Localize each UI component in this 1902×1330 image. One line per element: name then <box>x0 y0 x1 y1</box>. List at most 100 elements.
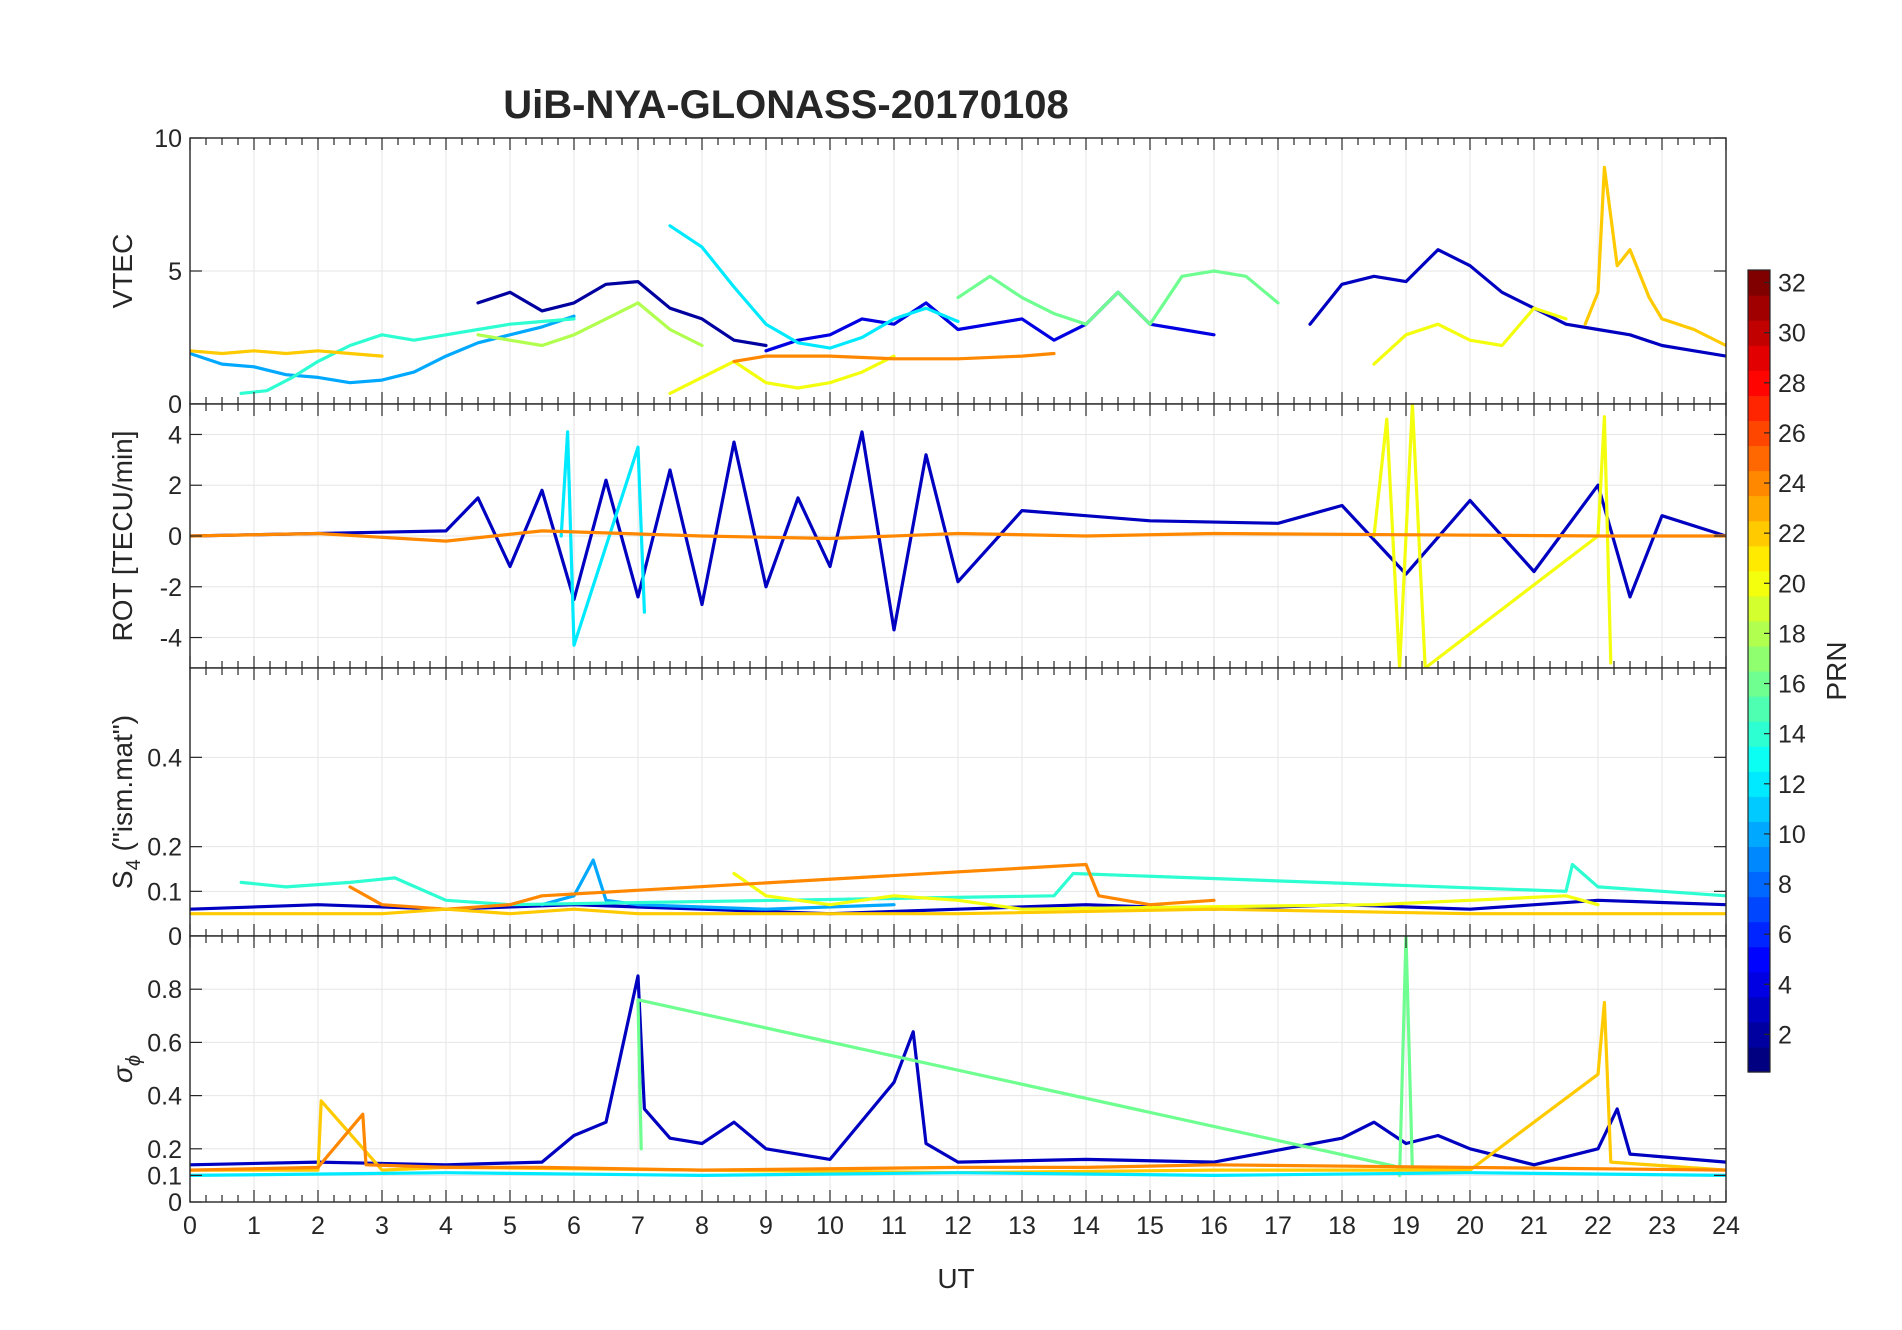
series-line-prn-10 <box>190 314 576 385</box>
colorbar-swatch <box>1748 520 1770 547</box>
colorbar-border <box>1747 269 1771 1073</box>
x-tick-label: 18 <box>1328 1212 1356 1240</box>
y-ticks: 0 0.1 0.2 0.4 <box>147 744 1726 951</box>
panel-vtec: 0 5 10 VTEC <box>107 125 1727 419</box>
colorbar-swatch <box>1748 996 1770 1023</box>
y-tick-label: 10 <box>154 125 182 153</box>
x-tick-label: 6 <box>567 1212 581 1240</box>
x-tick-label: 15 <box>1136 1212 1164 1240</box>
series-line-prn-12 <box>668 224 960 350</box>
x-tick-label: 21 <box>1520 1212 1548 1240</box>
colorbar-swatch <box>1748 846 1770 873</box>
x-tick-labels: 0 1 2 3 4 5 6 7 8 9 10 11 12 13 14 15 16 17 18 19 20 21 22 23 24 <box>183 1212 1740 1240</box>
colorbar-tick-label: 4 <box>1778 971 1792 999</box>
colorbar-tick-label: 26 <box>1778 420 1806 448</box>
panel-rot: -4 -2 0 2 4 ROT [TECU/min] <box>107 403 1727 669</box>
series-line-prn-16 <box>956 269 1280 326</box>
series-line-prn-12 <box>190 1171 1726 1178</box>
colorbar-swatch <box>1748 370 1770 396</box>
y-tick-label: 2 <box>168 472 182 500</box>
y-tick-label: 0.1 <box>147 1162 182 1190</box>
y-tick-label: 0 <box>168 523 182 551</box>
grid <box>189 668 1727 937</box>
series-line-prn-14 <box>239 862 1726 907</box>
colorbar-tick-label: 32 <box>1778 270 1806 298</box>
y-tick-label: 5 <box>168 258 182 286</box>
panel-s4: 0 0.1 0.2 0.4 S4 ("ism.mat") <box>107 667 1727 951</box>
y-axis-label-main: σ <box>107 1065 138 1083</box>
colorbar-swatch <box>1748 320 1770 346</box>
colorbar-swatch <box>1748 721 1770 747</box>
x-tick-label: 14 <box>1072 1212 1100 1240</box>
colorbar-tick-label: 30 <box>1778 320 1806 348</box>
y-tick-label: 0.4 <box>147 1083 182 1111</box>
colorbar-swatch <box>1748 295 1770 321</box>
colorbar-swatch <box>1748 1046 1770 1073</box>
series-line-prn-3 <box>190 430 1726 632</box>
y-ticks: -4 -2 0 2 4 <box>160 421 1726 653</box>
series-group <box>190 858 1726 916</box>
y-tick-label: 0 <box>168 923 182 951</box>
colorbar-swatch <box>1748 545 1770 572</box>
y-tick-label: 0 <box>168 391 182 419</box>
x-tick-label: 24 <box>1712 1212 1740 1240</box>
x-tick-label: 3 <box>375 1212 389 1240</box>
y-axis-label-main: S <box>107 870 138 889</box>
x-ticks <box>189 138 1727 404</box>
colorbar-swatch <box>1748 595 1770 622</box>
series-line-prn-3 <box>1308 248 1726 358</box>
series-line-prn-2 <box>476 280 768 348</box>
y-axis-label: σϕ <box>107 1055 145 1083</box>
colorbar-swatch <box>1748 270 1770 296</box>
y-axis-label-sub: 4 <box>123 859 145 870</box>
colorbar-swatch <box>1748 896 1770 923</box>
y-tick-label: 0.4 <box>147 744 182 772</box>
series-group <box>190 404 1726 668</box>
colorbar-swatch <box>1748 796 1770 822</box>
series-line-prn-22 <box>190 349 384 358</box>
colorbar-tick-label: 24 <box>1778 470 1806 498</box>
colorbar-swatch <box>1748 645 1770 672</box>
y-ticks: 0 5 10 <box>154 125 1726 419</box>
x-ticks <box>189 404 1727 668</box>
series-line-prn-20 <box>732 871 1600 911</box>
colorbar-tick-label: 8 <box>1778 871 1792 899</box>
x-tick-label: 2 <box>311 1212 325 1240</box>
colorbar-swatch <box>1748 971 1770 998</box>
x-tick-label: 1 <box>247 1212 261 1240</box>
x-tick-label: 20 <box>1456 1212 1484 1240</box>
colorbar-label: PRN <box>1821 641 1852 700</box>
colorbar-tick-label: 18 <box>1778 620 1806 648</box>
colorbar-swatch <box>1748 620 1770 647</box>
series-line-prn-20 <box>1372 306 1568 366</box>
series-line-prn-24 <box>190 1112 1726 1172</box>
x-tick-label: 12 <box>944 1212 972 1240</box>
x-tick-label: 8 <box>695 1212 709 1240</box>
colorbar-tick-label: 12 <box>1778 771 1806 799</box>
y-tick-label: 0.2 <box>147 1136 182 1164</box>
series-group <box>190 936 1726 1178</box>
y-tick-label: 0.1 <box>147 878 182 906</box>
y-tick-label: 0.6 <box>147 1029 182 1057</box>
colorbar-swatch <box>1748 946 1770 973</box>
colorbar-tick-label: 28 <box>1778 370 1806 398</box>
colorbar-swatch <box>1748 1021 1770 1048</box>
colorbar-tick-label: 2 <box>1778 1021 1792 1049</box>
colorbar-swatch <box>1748 921 1770 948</box>
series-line-prn-14 <box>239 317 576 395</box>
colorbar-tick-label: 14 <box>1778 721 1806 749</box>
colorbar-swatch <box>1748 420 1770 447</box>
colorbar-swatch <box>1748 821 1770 848</box>
colorbar-tick-label: 10 <box>1778 821 1806 849</box>
colorbar-swatch <box>1748 495 1770 522</box>
x-axis-label: UT <box>937 1263 974 1294</box>
colorbar-tick-label: 16 <box>1778 671 1806 699</box>
x-tick-label: 7 <box>631 1212 645 1240</box>
colorbar-tick-label: 20 <box>1778 570 1806 598</box>
y-axis-label: ROT [TECU/min] <box>107 430 138 641</box>
x-tick-label: 22 <box>1584 1212 1612 1240</box>
y-tick-label: 0.2 <box>147 834 182 862</box>
y-axis-label-rest: ("ism.mat") <box>107 715 138 859</box>
